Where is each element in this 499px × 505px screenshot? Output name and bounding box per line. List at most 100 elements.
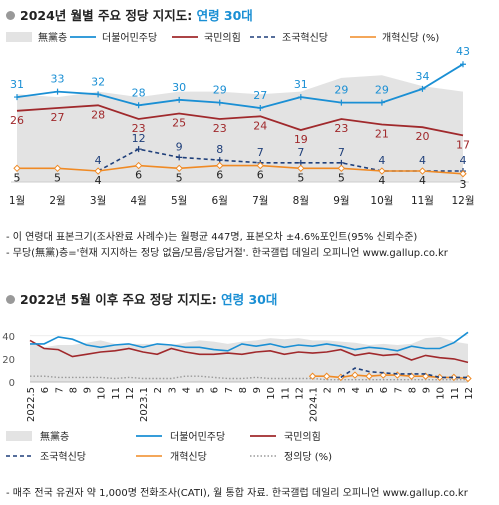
x-tick-label: 2024.1 — [309, 387, 320, 422]
data-label-reform: 5 — [176, 171, 183, 184]
x-tick-label: 12 — [125, 387, 136, 400]
x-tick-label: 11 — [450, 387, 461, 400]
point-reform — [308, 372, 317, 380]
legend-label-dem: 더불어민주당 — [170, 431, 225, 443]
data-label-rebuild: 4 — [378, 154, 385, 167]
data-label-rebuild: 12 — [132, 132, 146, 145]
none-party-note: - 무당(無黨)층='현재 지지하는 정당 없음/모름/응답거절'. 한국갤럽 … — [6, 248, 448, 259]
point-dem — [419, 85, 426, 92]
x-tick-label: 2023.1 — [139, 387, 150, 422]
x-tick-label: 7월 — [252, 195, 268, 207]
point-reform — [53, 164, 62, 173]
data-label-ppp: 24 — [253, 119, 267, 132]
data-label-ppp: 27 — [51, 111, 65, 124]
x-tick-label: 5 — [196, 387, 207, 393]
data-label-reform: 6 — [135, 169, 142, 182]
data-label-reform: 3 — [460, 178, 467, 191]
x-tick-label: 3월 — [90, 195, 106, 207]
data-label-dem: 28 — [132, 86, 146, 99]
data-label-rebuild: 4 — [95, 154, 102, 167]
data-label-dem: 30 — [172, 81, 186, 94]
data-label-rebuild: 4 — [460, 154, 467, 167]
data-label-dem: 27 — [253, 89, 267, 102]
data-label-ppp: 23 — [334, 122, 348, 135]
line-dem — [30, 331, 469, 352]
legend-label-reform: 개혁신당 (%) — [382, 32, 439, 44]
data-label-rebuild: 4 — [419, 154, 426, 167]
data-label-dem: 31 — [294, 78, 308, 91]
point-reform — [216, 161, 224, 170]
x-tick-label: 6 — [40, 387, 51, 393]
bullet-icon — [6, 11, 15, 20]
point-dem — [460, 61, 466, 68]
point-reform — [459, 170, 467, 178]
x-tick-label: 6 — [379, 387, 390, 393]
data-label-ppp: 23 — [132, 122, 146, 135]
x-tick-label: 9 — [83, 387, 94, 393]
point-reform — [450, 373, 458, 382]
data-label-reform: 5 — [338, 171, 345, 184]
legend-swatch-none — [6, 32, 32, 42]
line-dem — [16, 63, 464, 109]
x-tick-label: 11 — [280, 387, 291, 400]
legend-label-ppp: 국민의힘 — [284, 431, 321, 443]
x-tick-label: 7 — [54, 387, 65, 393]
x-tick-label: 11월 — [411, 195, 434, 207]
legend-label-rebuild: 조국혁신당 — [40, 451, 86, 463]
legend-swatch-none — [6, 431, 32, 441]
legend-label-reform: 개혁신당 — [170, 451, 207, 463]
data-label-dem: 43 — [456, 45, 470, 58]
point-dem — [135, 102, 142, 109]
x-tick-label: 2 — [153, 387, 164, 393]
x-tick-label: 2월 — [49, 195, 65, 207]
data-label-ppp: 25 — [172, 117, 186, 130]
point-reform — [421, 372, 430, 380]
point-dem — [54, 88, 61, 95]
point-reform — [134, 161, 143, 170]
line-ppp — [16, 104, 464, 137]
data-label-rebuild: 7 — [338, 146, 345, 159]
data-label-dem: 29 — [334, 84, 348, 97]
line-ppp — [29, 339, 469, 364]
point-reform — [378, 167, 386, 175]
x-tick-label: 7 — [393, 387, 404, 393]
title-highlight: 연령 30대 — [221, 292, 278, 307]
x-tick-label: 1월 — [9, 195, 25, 207]
x-tick-label: 8 — [238, 387, 249, 393]
title-highlight: 연령 30대 — [196, 8, 253, 23]
data-label-reform: 4 — [95, 174, 102, 187]
legend-label-rebuild: 조국혁신당 — [282, 32, 328, 44]
point-dem — [297, 94, 304, 101]
x-tick-label: 10월 — [370, 195, 393, 207]
x-tick-label: 6 — [210, 387, 221, 393]
point-dem — [378, 99, 385, 106]
point-dem — [176, 96, 183, 103]
data-label-reform: 4 — [419, 174, 426, 187]
x-tick-label: 2022.5 — [26, 387, 37, 422]
data-label-rebuild: 7 — [297, 146, 304, 159]
x-tick-label: 10 — [266, 387, 277, 400]
bullet-icon — [6, 295, 15, 304]
point-dem — [338, 99, 345, 106]
point-dem — [216, 99, 223, 106]
point-reform — [407, 372, 416, 380]
x-tick-label: 12 — [294, 387, 305, 400]
top-line-chart: 無黨층 더불어민주당 국민의힘 조국혁신당 개혁신당 (%) 31 33 32 28 30 29 27… — [6, 31, 475, 207]
x-tick-label: 3 — [337, 387, 348, 393]
data-label-rebuild: 8 — [216, 143, 223, 156]
data-label-rebuild: 7 — [257, 146, 264, 159]
x-tick-label: 9월 — [333, 195, 349, 207]
legend-label-ppp: 국민의힘 — [204, 32, 241, 44]
top-chart-title: 2024년 월별 주요 정당 지지도: 연령 30대 — [6, 5, 253, 24]
x-tick-label: 6월 — [212, 195, 228, 207]
data-label-rebuild: 9 — [176, 140, 183, 153]
point-rebuild — [176, 154, 183, 161]
line-rebuild — [340, 367, 468, 379]
point-reform — [297, 164, 305, 173]
x-tick-label: 4 — [181, 387, 192, 393]
point-reform — [256, 161, 264, 170]
data-label-ppp: 21 — [375, 127, 389, 140]
legend-label-none: 無黨층 — [38, 31, 67, 44]
data-label-reform: 5 — [297, 171, 304, 184]
